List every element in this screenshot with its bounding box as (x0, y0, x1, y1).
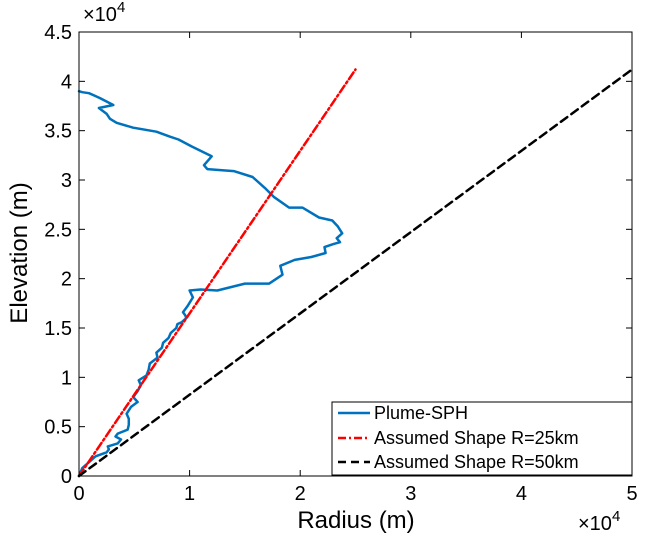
y-exponent-base: ×10 (83, 4, 117, 26)
x-axis-label: Radius (m) (297, 507, 414, 534)
legend-label-r25: Assumed Shape R=25km (374, 428, 579, 448)
y-tick-label: 0 (61, 466, 72, 488)
x-tick-label: 1 (184, 483, 195, 505)
y-exponent-power: 4 (117, 0, 125, 16)
legend-box (331, 401, 633, 476)
legend: Plume-SPH Assumed Shape R=25km Assumed S… (331, 401, 633, 476)
legend-label-plume-sph: Plume-SPH (374, 403, 468, 423)
x-tick-label: 2 (295, 483, 306, 505)
y-tick-label: 1 (61, 367, 72, 389)
x-exponent-power: 4 (612, 508, 620, 525)
y-tick-label: 4 (61, 71, 72, 93)
y-tick-label: 2 (61, 269, 72, 291)
y-tick-label: 3.5 (44, 121, 72, 143)
plot-area (77, 68, 634, 478)
y-tick-label: 0.5 (44, 417, 72, 439)
series-line-0 (77, 89, 344, 478)
y-tick-label: 2.5 (44, 219, 72, 241)
tick-labels: 0 1 2 3 4 5 0 0.5 1 1.5 2 2.5 3 3.5 4 4.5 (44, 22, 637, 505)
x-tick-label: 0 (73, 483, 84, 505)
svg-text:×104: ×104 (578, 508, 620, 535)
y-tick-label: 1.5 (44, 318, 72, 340)
series-line-1 (77, 68, 357, 478)
plot-frame (78, 31, 633, 477)
x-exponent: ×104 (578, 508, 620, 535)
x-tick-label: 4 (516, 483, 527, 505)
x-tick-label: 5 (626, 483, 637, 505)
x-exponent-base: ×10 (578, 513, 612, 535)
x-tick-label: 3 (405, 483, 416, 505)
svg-text:×104: ×104 (83, 0, 125, 26)
y-exponent: ×104 (83, 0, 125, 26)
y-tick-label: 4.5 (44, 22, 72, 44)
series-line-2 (77, 68, 634, 478)
y-tick-label: 3 (61, 170, 72, 192)
legend-label-r50: Assumed Shape R=50km (374, 452, 579, 472)
y-axis-label: Elevation (m) (6, 182, 33, 323)
